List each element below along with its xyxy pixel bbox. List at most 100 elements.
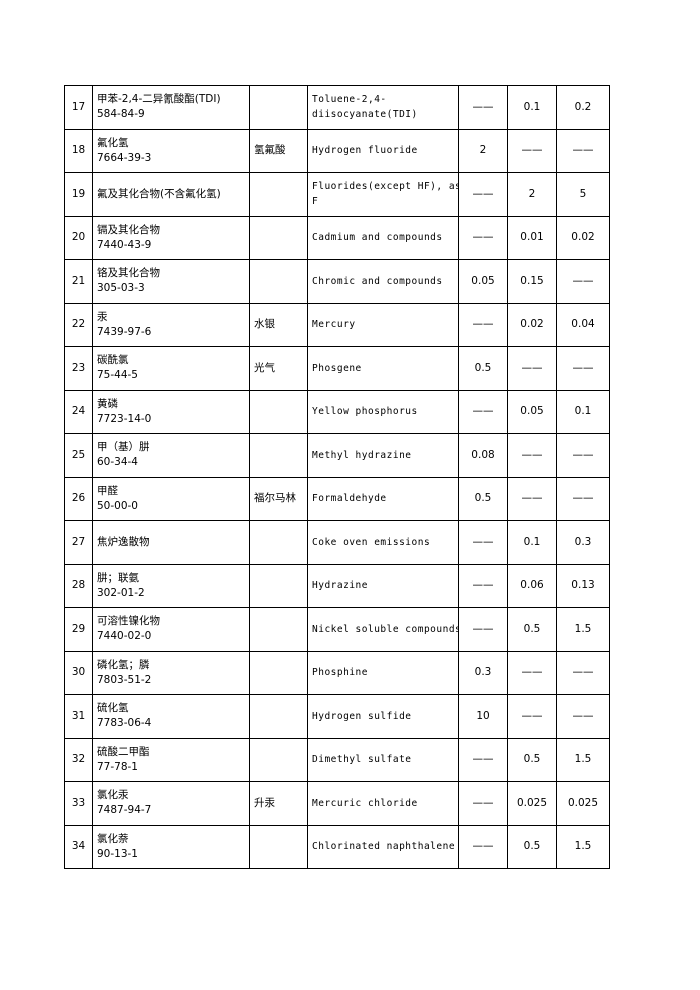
row-number-cell: 24 bbox=[64, 389, 93, 434]
english-name: Coke oven emissions bbox=[312, 536, 431, 548]
table-row: 25 甲（基）肼 60-34-4 Methyl hydrazine 0.08 —— —— bbox=[64, 433, 610, 478]
substance-name: 50-00-0 bbox=[97, 499, 138, 512]
alias-cell bbox=[249, 694, 308, 739]
mac-value-cell: 10 bbox=[458, 694, 508, 739]
table-row: 24 黄磷 7723-14-0 Yellow phosphorus —— 0.05 0.1 bbox=[64, 389, 610, 434]
twa-value: 0.15 bbox=[520, 274, 544, 287]
row-number: 21 bbox=[71, 274, 86, 287]
english-name-cell: Toluene-2,4- diisocyanate(TDI) bbox=[307, 85, 459, 130]
row-number-cell: 28 bbox=[64, 563, 93, 608]
substance-name: 甲苯-2,4-二异氰酸酯(TDI) bbox=[97, 93, 221, 106]
mac-value: —— bbox=[472, 405, 494, 418]
row-number-cell: 33 bbox=[64, 781, 93, 826]
substance-name-cell: 磷化氢；膦 7803-51-2 bbox=[92, 650, 250, 695]
alias: 光气 bbox=[254, 361, 275, 374]
row-number-cell: 21 bbox=[64, 259, 93, 304]
stel-value: 1.5 bbox=[574, 622, 592, 635]
substance-name: 7487-94-7 bbox=[97, 804, 152, 817]
twa-value-cell: 0.01 bbox=[507, 215, 557, 260]
english-name-cell: Nickel soluble compounds bbox=[307, 607, 459, 652]
row-number-cell: 18 bbox=[64, 128, 93, 173]
mac-value-cell: —— bbox=[458, 737, 508, 782]
english-name-cell: Mercuric chloride bbox=[307, 781, 459, 826]
twa-value-cell: —— bbox=[507, 433, 557, 478]
mac-value-cell: —— bbox=[458, 520, 508, 565]
twa-value-cell: 0.5 bbox=[507, 737, 557, 782]
english-name-cell: Phosphine bbox=[307, 650, 459, 695]
mac-value-cell: —— bbox=[458, 607, 508, 652]
mac-value-cell: —— bbox=[458, 563, 508, 608]
twa-value-cell: —— bbox=[507, 128, 557, 173]
english-name-cell: Phosgene bbox=[307, 346, 459, 391]
twa-value: —— bbox=[521, 492, 543, 505]
table-row: 22 汞 7439-97-6 水银 Mercury —— 0.02 0.04 bbox=[64, 302, 610, 347]
alias-cell bbox=[249, 607, 308, 652]
twa-value: 0.1 bbox=[523, 100, 541, 113]
substance-name-cell: 铬及其化合物 305-03-3 bbox=[92, 259, 250, 304]
english-name-cell: Methyl hydrazine bbox=[307, 433, 459, 478]
mac-value: 10 bbox=[476, 709, 490, 722]
english-name: Mercuric chloride bbox=[312, 797, 418, 809]
substance-name: 7664-39-3 bbox=[97, 151, 152, 164]
row-number-cell: 31 bbox=[64, 694, 93, 739]
row-number: 25 bbox=[71, 448, 86, 461]
substance-name-cell: 肼；联氨 302-01-2 bbox=[92, 563, 250, 608]
stel-value-cell: —— bbox=[556, 128, 610, 173]
substance-name-cell: 黄磷 7723-14-0 bbox=[92, 389, 250, 434]
mac-value-cell: —— bbox=[458, 85, 508, 130]
substance-name-cell: 甲苯-2,4-二异氰酸酯(TDI) 584-84-9 bbox=[92, 85, 250, 130]
substance-name: 7440-02-0 bbox=[97, 630, 152, 643]
mac-value: —— bbox=[472, 318, 494, 331]
table-row: 29 可溶性镍化物 7440-02-0 Nickel soluble compound… bbox=[64, 607, 610, 652]
mac-value: —— bbox=[472, 535, 494, 548]
substance-name: 7783-06-4 bbox=[97, 717, 152, 730]
stel-value: —— bbox=[572, 666, 594, 679]
substance-name-cell: 氯化汞 7487-94-7 bbox=[92, 781, 250, 826]
substance-name: 碳酰氯 bbox=[97, 354, 129, 367]
twa-value: —— bbox=[521, 361, 543, 374]
twa-value-cell: —— bbox=[507, 476, 557, 521]
english-name: Toluene-2,4- bbox=[312, 94, 387, 106]
stel-value: 5 bbox=[579, 187, 587, 200]
stel-value: —— bbox=[572, 361, 594, 374]
row-number-cell: 27 bbox=[64, 520, 93, 565]
row-number-cell: 32 bbox=[64, 737, 93, 782]
substance-name-cell: 可溶性镍化物 7440-02-0 bbox=[92, 607, 250, 652]
stel-value: —— bbox=[572, 144, 594, 157]
mac-value-cell: 0.5 bbox=[458, 476, 508, 521]
english-name-cell: Cadmium and compounds bbox=[307, 215, 459, 260]
english-name: Phosphine bbox=[312, 667, 368, 679]
english-name-cell: Formaldehyde bbox=[307, 476, 459, 521]
english-name-cell: Yellow phosphorus bbox=[307, 389, 459, 434]
english-name: Fluorides(except HF), as bbox=[312, 181, 459, 193]
twa-value-cell: 0.05 bbox=[507, 389, 557, 434]
alias-cell: 光气 bbox=[249, 346, 308, 391]
stel-value: 0.025 bbox=[567, 796, 599, 809]
mac-value-cell: —— bbox=[458, 302, 508, 347]
table-row: 34 氯化萘 90-13-1 Chlorinated naphthalene —— 0.5… bbox=[64, 824, 610, 869]
stel-value: —— bbox=[572, 709, 594, 722]
substance-name-cell: 氟化氢 7664-39-3 bbox=[92, 128, 250, 173]
english-name: Chromic and compounds bbox=[312, 275, 443, 287]
mac-value-cell: —— bbox=[458, 781, 508, 826]
mac-value-cell: —— bbox=[458, 215, 508, 260]
english-name-cell: Hydrazine bbox=[307, 563, 459, 608]
stel-value-cell: 0.025 bbox=[556, 781, 610, 826]
mac-value: 0.5 bbox=[474, 492, 492, 505]
alias-cell bbox=[249, 520, 308, 565]
substance-name-cell: 硫酸二甲酯 77-78-1 bbox=[92, 737, 250, 782]
twa-value-cell: —— bbox=[507, 346, 557, 391]
english-name-cell: Chromic and compounds bbox=[307, 259, 459, 304]
english-name: Methyl hydrazine bbox=[312, 449, 412, 461]
alias-cell: 氢氟酸 bbox=[249, 128, 308, 173]
table-row: 26 甲醛 50-00-0 福尔马林 Formaldehyde 0.5 —— —— bbox=[64, 476, 610, 521]
row-number-cell: 20 bbox=[64, 215, 93, 260]
table-row: 19 氟及其化合物(不含氟化氢) Fluorides(except HF), as F… bbox=[64, 172, 610, 217]
substance-name: 汞 bbox=[97, 310, 108, 323]
english-name-cell: Coke oven emissions bbox=[307, 520, 459, 565]
stel-value-cell: —— bbox=[556, 433, 610, 478]
row-number: 32 bbox=[71, 753, 86, 766]
english-name-cell: Chlorinated naphthalene bbox=[307, 824, 459, 869]
row-number: 30 bbox=[71, 666, 86, 679]
twa-value-cell: 0.025 bbox=[507, 781, 557, 826]
